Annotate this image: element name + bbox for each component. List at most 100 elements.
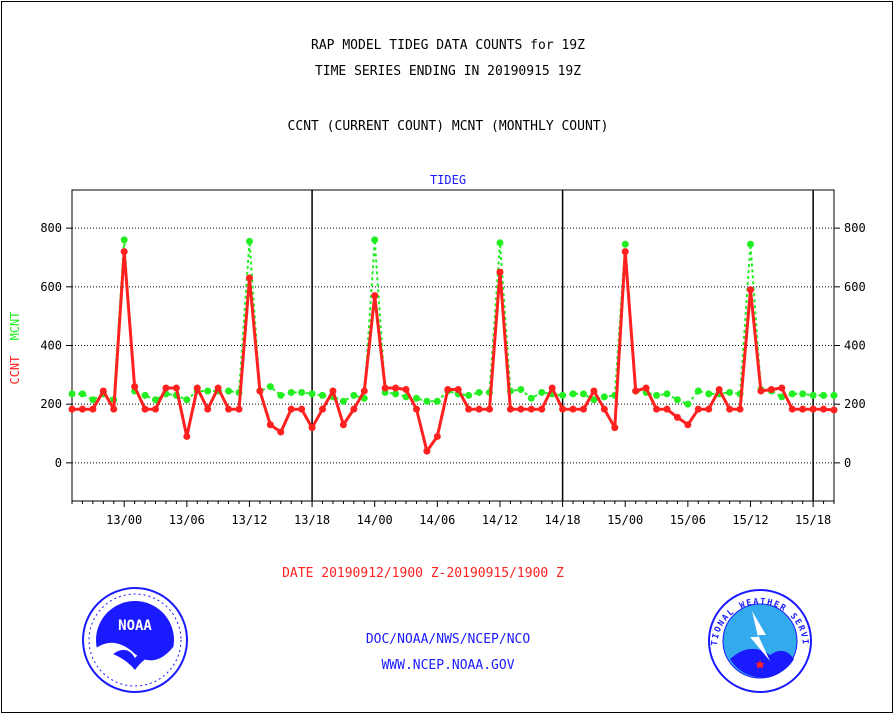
point-ccnt-16 [235,405,243,413]
y-tick-label-left-600: 600 [40,280,62,294]
point-ccnt-35 [433,432,441,440]
x-ticks: 13/00 13/06 13/12 13/18 14/00 14/06 14/12 14/18… [71,501,835,527]
point-ccnt-28 [360,387,368,395]
point-ccnt-58 [673,413,681,421]
point-ccnt-4 [110,405,118,413]
point-ccnt-61 [705,405,713,413]
point-ccnt-6 [131,383,139,391]
noaa-logo-text: NOAA [118,618,152,634]
point-ccnt-20 [277,428,285,436]
point-ccnt-23 [308,424,316,432]
point-ccnt-51 [600,405,608,413]
x-tick-label-0: 13/00 [106,513,142,527]
point-ccnt-44 [527,405,535,413]
y-tick-label-right-0: 0 [844,456,851,470]
point-mcnt-7 [141,391,149,399]
point-mcnt-0 [68,390,76,398]
point-ccnt-18 [256,387,264,395]
point-mcnt-38 [465,391,473,399]
point-ccnt-65 [746,286,754,294]
footer-org: DOC/NOAA/NWS/NCEP/NCO [365,632,531,647]
y-tick-label-left-400: 400 [40,339,62,353]
point-ccnt-29 [371,292,379,300]
point-ccnt-73 [830,406,838,414]
point-ccnt-11 [183,432,191,440]
point-ccnt-64 [736,405,744,413]
point-ccnt-39 [475,405,483,413]
point-ccnt-68 [778,384,786,392]
point-ccnt-33 [412,405,420,413]
point-ccnt-14 [214,384,222,392]
point-ccnt-12 [193,384,201,392]
point-ccnt-52 [611,424,619,432]
point-ccnt-10 [172,384,180,392]
point-mcnt-59 [684,400,692,408]
point-mcnt-31 [392,390,400,398]
point-mcnt-73 [830,391,838,399]
point-ccnt-26 [339,421,347,429]
point-ccnt-45 [538,405,546,413]
point-ccnt-31 [392,384,400,392]
point-mcnt-56 [653,391,661,399]
noaa-logo: NOAA [82,587,188,693]
point-mcnt-5 [120,236,128,244]
point-mcnt-61 [705,390,713,398]
point-mcnt-51 [600,393,608,401]
y-tick-label-right-600: 600 [844,280,866,294]
header-legend-line: CCNT (CURRENT COUNT) MCNT (MONTHLY COUNT… [287,119,609,134]
point-ccnt-72 [820,405,828,413]
point-ccnt-67 [767,386,775,394]
point-mcnt-47 [559,391,567,399]
point-ccnt-22 [298,405,306,413]
y-tick-label-right-400: 400 [844,339,866,353]
point-ccnt-57 [663,405,671,413]
point-ccnt-9 [162,384,170,392]
point-ccnt-15 [225,405,233,413]
point-mcnt-29 [371,236,379,244]
point-mcnt-21 [287,388,295,396]
point-ccnt-66 [757,387,765,395]
point-ccnt-63 [726,405,734,413]
point-mcnt-63 [726,388,734,396]
point-mcnt-2 [89,396,97,404]
series-mcnt [68,236,838,408]
point-mcnt-45 [538,388,546,396]
point-mcnt-33 [412,394,420,402]
x-tick-label-7: 14/18 [545,513,581,527]
point-ccnt-42 [506,405,514,413]
point-mcnt-22 [298,388,306,396]
point-ccnt-21 [287,405,295,413]
point-ccnt-53 [621,248,629,256]
x-tick-label-1: 13/06 [169,513,205,527]
header-title-line1: RAP MODEL TIDEG DATA COUNTS for 19Z [311,38,585,53]
series-line-ccnt [72,250,835,453]
point-ccnt-54 [632,387,640,395]
point-mcnt-72 [820,391,828,399]
point-ccnt-38 [465,405,473,413]
point-mcnt-48 [569,390,577,398]
point-ccnt-7 [141,405,149,413]
point-mcnt-60 [694,387,702,395]
series-line-mcnt [72,238,834,406]
date-range-label: DATE 20190912/1900 Z-20190915/1900 Z [282,566,564,581]
header-title-line2: TIME SERIES ENDING IN 20190915 19Z [314,64,582,79]
point-ccnt-56 [653,405,661,413]
y-ticks-left: 0 200 400 600 800 [40,221,72,470]
point-ccnt-25 [329,387,337,395]
point-ccnt-32 [402,386,410,394]
x-tick-label-6: 14/12 [482,513,518,527]
x-tick-label-9: 15/06 [670,513,706,527]
point-ccnt-37 [454,386,462,394]
point-ccnt-5 [120,248,128,256]
point-mcnt-43 [517,386,525,394]
point-mcnt-70 [799,390,807,398]
point-mcnt-50 [590,396,598,404]
chart-title: TIDEG [430,173,466,187]
point-ccnt-47 [559,405,567,413]
point-mcnt-69 [788,390,796,398]
point-mcnt-15 [225,387,233,395]
point-mcnt-49 [579,390,587,398]
point-ccnt-36 [444,386,452,394]
